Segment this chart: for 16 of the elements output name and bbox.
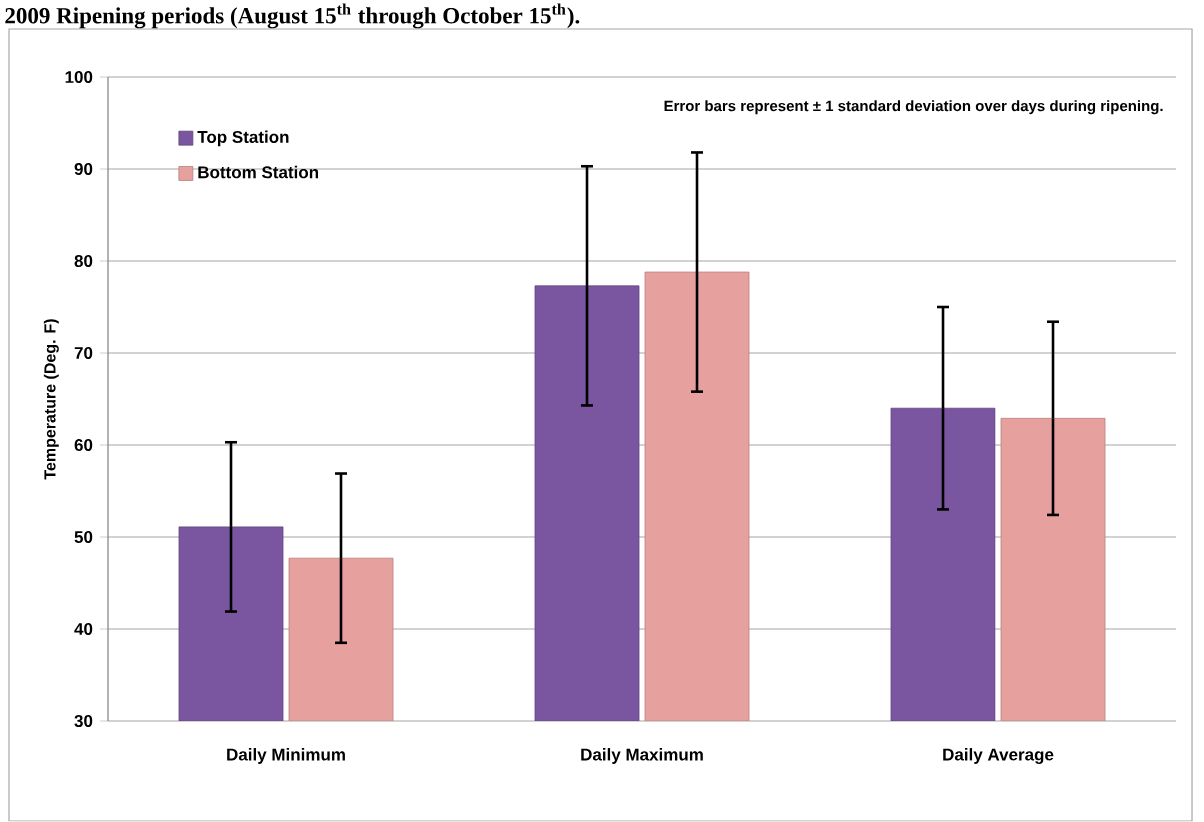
y-axis-title: Temperature (Deg. F): [43, 319, 59, 480]
y-tick-label: 70: [74, 347, 93, 360]
legend-label: Bottom Station: [198, 166, 319, 179]
x-tick-label: Daily Minimum: [227, 748, 345, 765]
y-tick-label: 50: [74, 531, 93, 544]
annotation: Error bars represent ± 1 standard deviation over days during ripening.: [664, 100, 1163, 115]
y-tick-label: 90: [74, 163, 93, 176]
y-tick-label: 100: [65, 71, 93, 84]
x-tick-label: Daily Maximum: [581, 748, 703, 765]
y-tick-label: 60: [74, 439, 93, 452]
legend-label: Top Station: [197, 130, 289, 147]
y-tick-label: 30: [74, 715, 93, 728]
y-tick-label: 40: [74, 623, 93, 636]
x-tick-label: Daily Average: [943, 748, 1054, 765]
chart-title: 2009 Ripening periods (August 15$^{th}$ through October 15$^{th}$).: [5, 3, 580, 29]
y-tick-label: 80: [74, 255, 93, 268]
